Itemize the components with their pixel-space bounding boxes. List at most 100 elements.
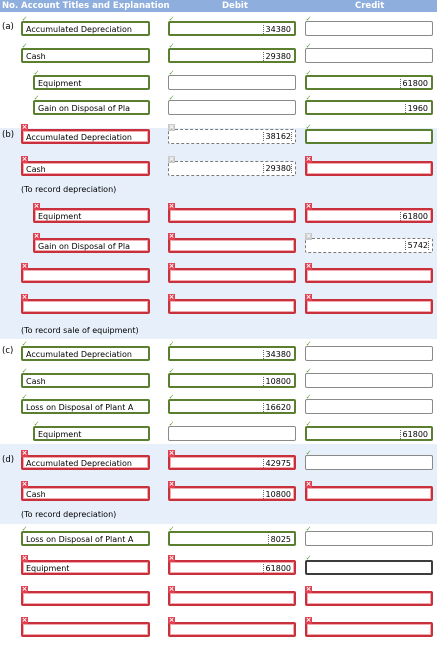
row-14-credit-amount-field[interactable]: 61800: [305, 426, 433, 441]
row-11-account-field[interactable]: Accumulated Depreciation: [21, 346, 150, 361]
row-3-debit-amount-field[interactable]: [168, 75, 296, 90]
row-17-account-value: Loss on Disposal of Plant A: [26, 535, 134, 544]
error-x-icon: ×: [21, 293, 28, 301]
row-2-account-field[interactable]: Cash: [21, 48, 150, 63]
row-16-debit-amount-field[interactable]: 10800: [168, 486, 296, 501]
row-6-credit-amount-field[interactable]: [305, 161, 433, 176]
row-17-debit-amount-field[interactable]: 8025: [168, 531, 296, 546]
row-17-account-field[interactable]: Loss on Disposal of Plant A: [21, 531, 150, 546]
row-18-credit-amount-field[interactable]: [305, 560, 433, 575]
row-14-debit-amount-field[interactable]: [168, 426, 296, 441]
row-17-debit-value: 8025: [267, 535, 291, 544]
check-icon: ✓: [168, 42, 175, 50]
check-icon: ✓: [305, 554, 312, 562]
row-7-credit-amount-field[interactable]: 61800: [305, 208, 433, 223]
row-3-account-field[interactable]: Equipment: [33, 75, 150, 90]
row-1-credit-amount-field[interactable]: [305, 21, 433, 36]
row-9-debit-amount-field[interactable]: [168, 268, 296, 283]
row-4-credit-amount-field[interactable]: 1960: [305, 100, 433, 115]
row-15-account-field[interactable]: Accumulated Depreciation: [21, 455, 150, 470]
row-13-credit-amount-field[interactable]: [305, 399, 433, 414]
row-13-account-field[interactable]: Loss on Disposal of Plant A: [21, 399, 150, 414]
row-7-account-field[interactable]: Equipment: [33, 208, 150, 223]
row-9-credit-amount-field[interactable]: [305, 268, 433, 283]
row-16-account-value: Cash: [26, 490, 46, 499]
error-x-icon: ×: [168, 202, 175, 210]
row-3-credit-amount-field[interactable]: 61800: [305, 75, 433, 90]
row-2-debit-value: 29380: [262, 52, 291, 61]
check-icon: ✓: [168, 69, 175, 77]
row-4-account-field[interactable]: Gain on Disposal of Pla: [33, 100, 150, 115]
row-11-credit-amount-field[interactable]: [305, 346, 433, 361]
check-icon: ✓: [21, 15, 28, 23]
check-icon: ✓: [168, 420, 175, 428]
row-9-account-field[interactable]: [21, 268, 150, 283]
check-icon: ✓: [33, 69, 40, 77]
row-12-credit-amount-field[interactable]: [305, 373, 433, 388]
check-icon: ✓: [305, 449, 312, 457]
error-x-icon: ×: [305, 616, 312, 624]
check-icon: ✓: [168, 15, 175, 23]
row-17-credit-amount-field[interactable]: [305, 531, 433, 546]
row-10-credit-amount-field[interactable]: [305, 299, 433, 314]
row-2-debit-amount-field[interactable]: 29380: [168, 48, 296, 63]
row-18-account-field[interactable]: Equipment: [21, 560, 150, 575]
row-16-debit-value: 10800: [262, 490, 291, 499]
row-20-account-field[interactable]: [21, 622, 150, 637]
row-19-credit-amount-field[interactable]: [305, 591, 433, 606]
row-1-account-field[interactable]: Accumulated Depreciation: [21, 21, 150, 36]
row-20-credit-amount-field[interactable]: [305, 622, 433, 637]
row-19-account-field[interactable]: [21, 591, 150, 606]
error-x-icon: ×: [305, 585, 312, 593]
row-19-debit-amount-field[interactable]: [168, 591, 296, 606]
row-13-debit-amount-field[interactable]: 16620: [168, 399, 296, 414]
row-1-debit-amount-field[interactable]: 34380: [168, 21, 296, 36]
row-10-debit-amount-field[interactable]: [168, 299, 296, 314]
row-12-account-field[interactable]: Cash: [21, 373, 150, 388]
row-8-credit-value: 5742: [404, 241, 429, 250]
row-11-debit-value: 34380: [262, 350, 291, 359]
error-x-icon: ×: [168, 616, 175, 624]
row-13-debit-value: 16620: [262, 403, 291, 412]
row-5-debit-value: 38162: [262, 132, 292, 141]
row-6-debit-value: 29380: [262, 164, 292, 173]
row-5-account-field[interactable]: Accumulated Depreciation: [21, 129, 150, 144]
header-no: No.: [2, 1, 19, 11]
error-x-icon: ×: [21, 123, 28, 131]
row-10-account-field[interactable]: [21, 299, 150, 314]
row-12-debit-amount-field[interactable]: 10800: [168, 373, 296, 388]
row-20-debit-amount-field[interactable]: [168, 622, 296, 637]
row-8-credit-amount-field[interactable]: 5742: [305, 238, 433, 253]
row-2-credit-amount-field[interactable]: [305, 48, 433, 63]
row-7-debit-amount-field[interactable]: [168, 208, 296, 223]
row-11-debit-amount-field[interactable]: 34380: [168, 346, 296, 361]
row-15-debit-amount-field[interactable]: 42975: [168, 455, 296, 470]
row-18-debit-amount-field[interactable]: 61800: [168, 560, 296, 575]
check-icon: ✓: [305, 420, 312, 428]
row-12-debit-value: 10800: [262, 377, 291, 386]
row-14-account-value: Equipment: [38, 430, 82, 439]
check-icon: ✓: [305, 525, 312, 533]
row-16-account-field[interactable]: Cash: [21, 486, 150, 501]
check-icon: ✓: [168, 94, 175, 102]
header-debit: Debit: [222, 1, 248, 11]
error-x-icon: ×: [168, 554, 175, 562]
row-5-credit-amount-field[interactable]: [305, 129, 433, 144]
row-14-account-field[interactable]: Equipment: [33, 426, 150, 441]
check-icon: ✓: [168, 525, 175, 533]
row-6-account-value: Cash: [26, 165, 46, 174]
row-6-account-field[interactable]: Cash: [21, 161, 150, 176]
note-record-depreciation-d: (To record depreciation): [21, 510, 117, 519]
error-x-icon: ×: [168, 232, 175, 240]
row-16-credit-amount-field[interactable]: [305, 486, 433, 501]
error-x-icon: ×: [21, 585, 28, 593]
row-15-credit-amount-field[interactable]: [305, 455, 433, 470]
row-8-debit-amount-field[interactable]: [168, 238, 296, 253]
check-icon: ✓: [305, 367, 312, 375]
row-6-debit-amount-field[interactable]: 29380: [168, 161, 296, 176]
note-record-sale: (To record sale of equipment): [21, 326, 139, 335]
row-5-debit-amount-field[interactable]: 38162: [168, 129, 296, 144]
row-4-debit-amount-field[interactable]: [168, 100, 296, 115]
row-7-account-value: Equipment: [38, 212, 82, 221]
row-8-account-field[interactable]: Gain on Disposal of Pla: [33, 238, 150, 253]
